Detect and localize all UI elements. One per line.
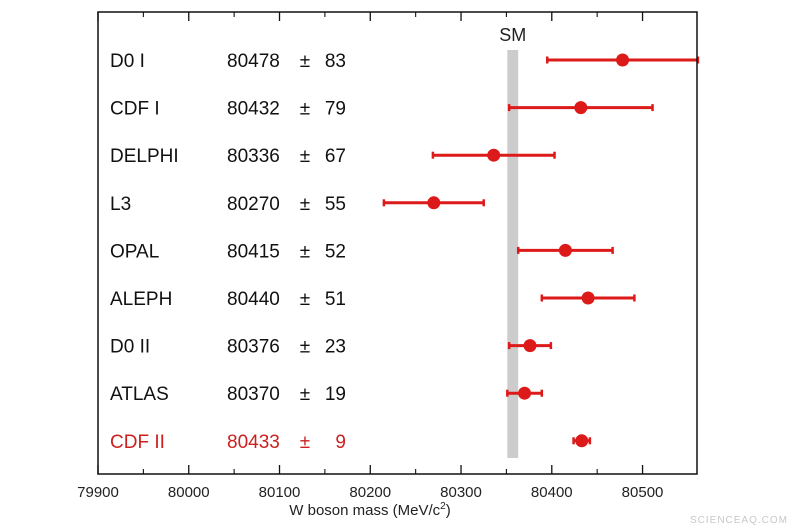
plus-minus: ± xyxy=(300,146,310,167)
experiment-name: CDF II xyxy=(110,432,165,453)
mass-value: 80433 xyxy=(227,432,280,453)
measurement-row: D0 I 80478 ±83 xyxy=(110,51,346,72)
mass-value: 80440 xyxy=(227,289,280,310)
mass-value: 80336 xyxy=(227,146,280,167)
measurement-row: DELPHI 80336 ±67 xyxy=(110,146,346,167)
measurement-row: ATLAS 80370 ±19 xyxy=(110,384,346,405)
mass-value: 80270 xyxy=(227,194,280,215)
measurement-row: OPAL 80415 ±52 xyxy=(110,241,346,262)
mass-error: 9 xyxy=(335,432,346,453)
plus-minus: ± xyxy=(300,194,310,215)
x-tick-label: 79900 xyxy=(77,484,119,501)
plus-minus: ± xyxy=(300,51,310,72)
mass-error: 67 xyxy=(325,146,346,167)
mass-error: 83 xyxy=(325,51,346,72)
mass-error: 51 xyxy=(325,289,346,310)
measurement-row: L3 80270 ±55 xyxy=(110,194,346,215)
measurement-row: CDF II 80433 ±9 xyxy=(110,432,346,453)
mass-error: 19 xyxy=(325,384,346,405)
data-point xyxy=(581,291,595,305)
watermark: SCIENCEAQ.COM xyxy=(689,515,788,526)
data-point xyxy=(523,339,537,353)
measurement-row: D0 II 80376 ±23 xyxy=(110,337,346,358)
measurement-row: ALEPH 80440 ±51 xyxy=(110,289,346,310)
data-point xyxy=(616,53,630,67)
experiment-name: ALEPH xyxy=(110,289,172,310)
x-axis-title: W boson mass (MeV/c2) xyxy=(289,501,450,519)
mass-value: 80478 xyxy=(227,51,280,72)
experiment-name: D0 I xyxy=(110,51,145,72)
plus-minus: ± xyxy=(300,289,310,310)
mass-error: 23 xyxy=(325,337,346,358)
sm-label: SM xyxy=(499,25,526,45)
sm-band xyxy=(507,50,519,458)
data-point xyxy=(518,386,532,400)
data-point xyxy=(487,148,501,162)
mass-value: 80376 xyxy=(227,337,280,358)
experiment-name: D0 II xyxy=(110,337,150,358)
experiment-name: CDF I xyxy=(110,99,160,120)
measurement-row: CDF I 80432 ±79 xyxy=(110,99,346,120)
mass-value: 80432 xyxy=(227,99,280,120)
experiment-name: ATLAS xyxy=(110,384,169,405)
x-tick-label: 80200 xyxy=(349,484,391,501)
plus-minus: ± xyxy=(300,337,310,358)
mass-error: 55 xyxy=(325,194,346,215)
data-point xyxy=(558,243,572,257)
mass-error: 52 xyxy=(325,241,346,262)
data-point xyxy=(427,196,441,210)
mass-value: 80415 xyxy=(227,241,280,262)
data-point xyxy=(575,434,589,448)
x-tick-label: 80100 xyxy=(259,484,301,501)
x-tick-label: 80000 xyxy=(168,484,210,501)
plus-minus: ± xyxy=(300,384,310,405)
x-tick-label: 80500 xyxy=(622,484,664,501)
mass-error: 79 xyxy=(325,99,346,120)
experiment-name: OPAL xyxy=(110,241,159,262)
plus-minus: ± xyxy=(300,241,310,262)
x-tick-label: 80400 xyxy=(531,484,573,501)
plus-minus: ± xyxy=(300,432,310,453)
data-point xyxy=(574,101,588,115)
plot-frame xyxy=(97,11,698,475)
x-tick-label: 80300 xyxy=(440,484,482,501)
plus-minus: ± xyxy=(300,99,310,120)
mass-value: 80370 xyxy=(227,384,280,405)
experiment-name: L3 xyxy=(110,194,131,215)
experiment-name: DELPHI xyxy=(110,146,179,167)
